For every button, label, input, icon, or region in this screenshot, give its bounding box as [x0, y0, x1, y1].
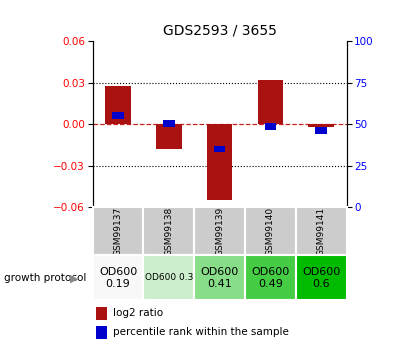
Text: GSM99138: GSM99138: [164, 207, 173, 256]
Bar: [96, 307, 107, 319]
Bar: [265, 123, 276, 130]
Bar: [93, 255, 143, 300]
Bar: [112, 112, 124, 119]
Text: log2 ratio: log2 ratio: [113, 308, 163, 318]
Bar: [316, 127, 327, 134]
Bar: [258, 80, 283, 124]
Bar: [214, 146, 225, 152]
Text: OD600
0.49: OD600 0.49: [251, 267, 289, 288]
Text: OD600
0.6: OD600 0.6: [302, 267, 340, 288]
Bar: [309, 124, 334, 127]
Title: GDS2593 / 3655: GDS2593 / 3655: [163, 23, 276, 38]
Bar: [163, 120, 174, 127]
Bar: [156, 124, 181, 149]
Bar: [296, 207, 347, 255]
Bar: [207, 124, 232, 200]
Bar: [245, 255, 296, 300]
Bar: [194, 207, 245, 255]
Text: OD600 0.3: OD600 0.3: [145, 273, 193, 282]
Bar: [93, 207, 143, 255]
Bar: [96, 326, 107, 338]
Text: percentile rank within the sample: percentile rank within the sample: [113, 327, 289, 337]
Text: ▶: ▶: [70, 274, 79, 283]
Bar: [105, 86, 131, 124]
Text: GSM99141: GSM99141: [317, 207, 326, 256]
Bar: [245, 207, 296, 255]
Text: growth protocol: growth protocol: [4, 273, 86, 283]
Text: GSM99137: GSM99137: [114, 207, 123, 256]
Bar: [296, 255, 347, 300]
Text: OD600
0.41: OD600 0.41: [201, 267, 239, 288]
Bar: [143, 207, 194, 255]
Text: GSM99140: GSM99140: [266, 207, 275, 256]
Text: GSM99139: GSM99139: [215, 207, 224, 256]
Bar: [194, 255, 245, 300]
Text: OD600
0.19: OD600 0.19: [99, 267, 137, 288]
Bar: [143, 255, 194, 300]
